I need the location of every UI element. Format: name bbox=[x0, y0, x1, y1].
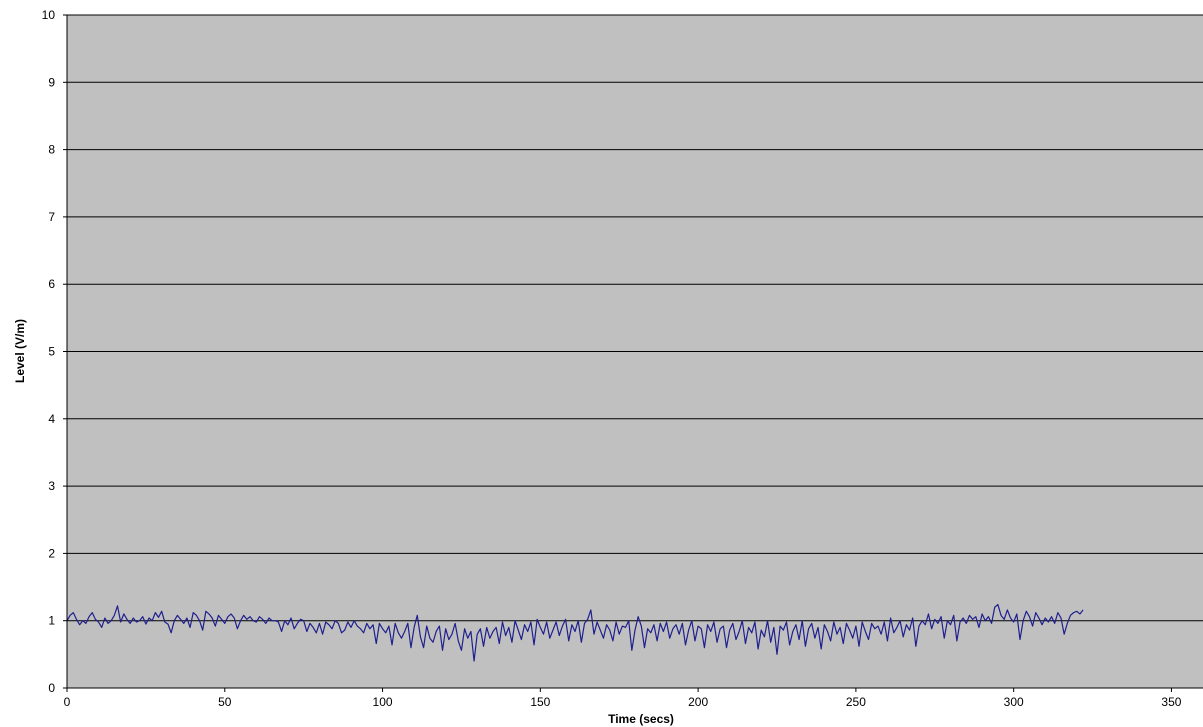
series-line bbox=[66, 603, 1084, 662]
x-tick-label: 250 bbox=[846, 695, 866, 709]
y-tick-label: 2 bbox=[48, 546, 55, 560]
x-axis-ticks: 0 50 100 150 200 250 300 350 bbox=[64, 688, 1182, 709]
y-tick-label: 7 bbox=[48, 210, 55, 224]
x-axis-title: Time (secs) bbox=[608, 712, 674, 726]
gridlines bbox=[67, 14, 1203, 622]
y-tick-label: 6 bbox=[48, 277, 55, 291]
x-tick-label: 150 bbox=[530, 695, 550, 709]
y-tick-label: 10 bbox=[42, 8, 56, 22]
x-tick-label: 200 bbox=[688, 695, 708, 709]
x-tick-label: 50 bbox=[218, 695, 232, 709]
y-tick-label: 5 bbox=[48, 345, 55, 359]
y-axis-ticks: 0 1 2 3 4 5 6 7 8 9 10 bbox=[42, 8, 67, 695]
y-tick-label: 1 bbox=[48, 614, 55, 628]
x-tick-label: 0 bbox=[64, 695, 71, 709]
x-tick-label: 100 bbox=[373, 695, 393, 709]
y-tick-label: 9 bbox=[48, 75, 55, 89]
y-tick-label: 8 bbox=[48, 143, 55, 157]
x-tick-label: 300 bbox=[1004, 695, 1024, 709]
y-tick-label: 4 bbox=[48, 412, 55, 426]
y-axis-title: Level (V/m) bbox=[13, 319, 27, 383]
y-tick-label: 3 bbox=[48, 479, 55, 493]
x-tick-label: 350 bbox=[1161, 695, 1181, 709]
y-tick-label: 0 bbox=[48, 681, 55, 695]
